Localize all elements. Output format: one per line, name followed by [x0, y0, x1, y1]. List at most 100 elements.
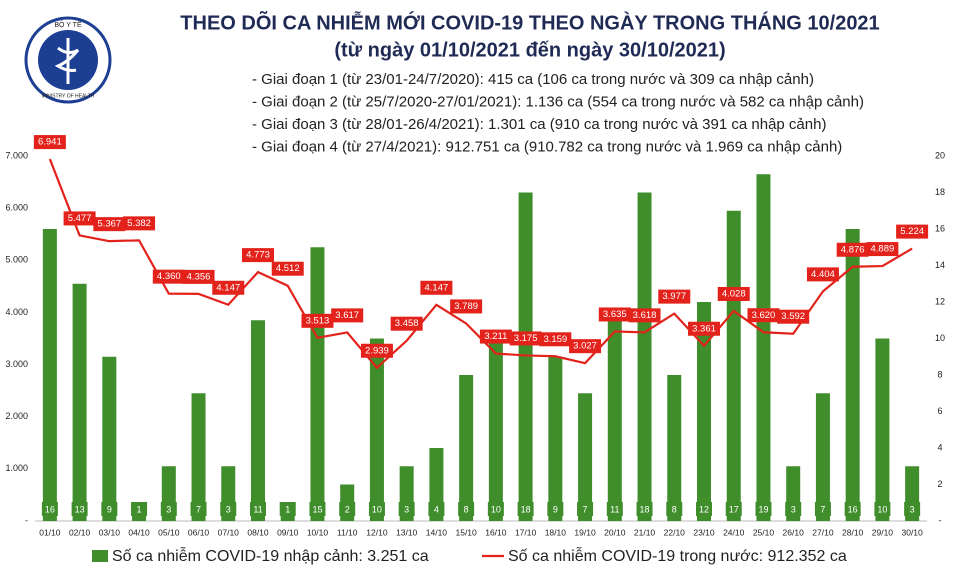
- data-label: 3.513: [306, 315, 330, 326]
- data-label: 3.618: [633, 310, 657, 321]
- bar: [191, 393, 206, 521]
- data-label: 5.224: [900, 226, 924, 237]
- data-label-box: [688, 321, 720, 336]
- x-tick-label: 08/10: [247, 527, 269, 537]
- bar-label-box: [309, 502, 326, 516]
- x-tick-label: 04/10: [128, 527, 150, 537]
- bar: [578, 393, 593, 521]
- data-label-box: [628, 308, 661, 323]
- data-label: 4.889: [871, 244, 895, 255]
- y-tick-label: 4.000: [5, 307, 28, 317]
- bar: [310, 247, 325, 521]
- data-label-box: [836, 242, 869, 257]
- bar: [251, 320, 265, 521]
- bar-label-box: [606, 502, 623, 516]
- bar-label-box: [458, 502, 475, 516]
- data-label-box: [569, 339, 602, 354]
- data-label-box: [420, 280, 453, 295]
- data-label-box: [896, 224, 929, 239]
- data-label-box: [301, 313, 334, 328]
- data-label: 3.361: [692, 323, 716, 334]
- bar: [607, 320, 622, 521]
- y2-tick-label: 16: [935, 223, 945, 233]
- bar-label-box: [844, 502, 861, 516]
- bar-label: 13: [75, 504, 85, 514]
- data-label: 3.458: [395, 318, 419, 329]
- bar: [102, 356, 117, 521]
- x-tick-label: 26/10: [783, 527, 805, 537]
- bar-label-box: [428, 502, 445, 516]
- bar-label: 2: [345, 504, 350, 514]
- bar-label: 8: [672, 504, 677, 514]
- bar-label: 18: [521, 504, 531, 514]
- note: - Giai đoạn 2 (từ 25/7/2020-27/01/2021):…: [252, 93, 864, 110]
- data-label-box: [777, 309, 810, 324]
- bar-label-box: [547, 502, 564, 516]
- data-label: 4.512: [276, 263, 300, 274]
- bar: [518, 192, 533, 521]
- bar-label-box: [220, 502, 237, 516]
- chart-subtitle: (từ ngày 01/10/2021 đến ngày 30/10/2021): [334, 39, 725, 61]
- y2-tick-label: 8: [937, 369, 942, 379]
- bar-label-box: [339, 502, 356, 516]
- bar-label: 16: [45, 504, 55, 514]
- data-label-box: [479, 329, 512, 344]
- bar-label-box: [636, 502, 653, 516]
- data-label-box: [747, 308, 780, 323]
- y-tick-label: 7.000: [5, 150, 28, 160]
- x-tick-label: 06/10: [188, 527, 210, 537]
- bar-label: 11: [610, 504, 619, 514]
- bar-label-box: [814, 502, 831, 516]
- note: - Giai đoạn 1 (từ 23/01-24/7/2020): 415 …: [252, 71, 814, 88]
- bar-label: 10: [491, 504, 501, 514]
- data-label-box: [152, 269, 185, 284]
- data-label: 4.147: [216, 282, 240, 293]
- bar-label: 3: [791, 504, 796, 514]
- bar-label: 17: [729, 504, 739, 514]
- bar-label: 18: [640, 504, 650, 514]
- data-label-box: [242, 248, 274, 263]
- bar-label: 16: [848, 504, 858, 514]
- bar-label-box: [101, 502, 118, 516]
- logo-top: BỘ Y TẾ: [54, 19, 82, 29]
- data-label: 4.028: [722, 288, 746, 299]
- bar-label: 3: [404, 504, 409, 514]
- logo-staff: [54, 38, 80, 84]
- x-tick-label: 25/10: [753, 527, 775, 537]
- bar: [845, 229, 860, 521]
- x-tick-label: 27/10: [812, 527, 834, 537]
- x-tick-label: 29/10: [872, 527, 894, 537]
- y-tick-label: 1.000: [5, 463, 28, 473]
- data-label-box: [658, 289, 691, 304]
- x-tick-label: 02/10: [69, 527, 91, 537]
- x-tick-label: 09/10: [277, 527, 299, 537]
- data-label-box: [509, 331, 542, 346]
- x-tick-label: 28/10: [842, 527, 864, 537]
- data-label: 3.592: [781, 311, 805, 322]
- data-label: 4.356: [187, 271, 211, 282]
- data-label: 3.620: [752, 310, 776, 321]
- data-label: 4.360: [157, 271, 181, 282]
- x-tick-label: 24/10: [723, 527, 745, 537]
- data-label: 5.367: [97, 219, 121, 230]
- bar: [637, 192, 652, 521]
- bar-label-box: [785, 502, 802, 516]
- data-label: 3.211: [484, 331, 507, 342]
- bar-label: 11: [253, 504, 262, 514]
- data-label: 6.941: [38, 137, 62, 148]
- y2-tick-label: 2: [937, 479, 942, 489]
- bar: [697, 302, 711, 521]
- bar: [875, 338, 890, 521]
- logo-bottom: MINISTRY OF HEALTH: [42, 93, 95, 99]
- data-label: 4.147: [425, 282, 449, 293]
- chart-title: THEO DÕI CA NHIỄM MỚI COVID-19 THEO NGÀY…: [180, 10, 879, 34]
- y-tick-label: -: [25, 515, 28, 525]
- bar-label-box: [755, 502, 772, 516]
- y2-tick-label: 12: [935, 296, 945, 306]
- y2-tick-label: 4: [937, 442, 942, 452]
- y-tick-label: 2.000: [5, 411, 28, 421]
- bar-label-box: [666, 502, 683, 516]
- bar: [369, 338, 384, 521]
- bar-label-box: [250, 502, 266, 516]
- x-tick-label: 13/10: [396, 527, 418, 537]
